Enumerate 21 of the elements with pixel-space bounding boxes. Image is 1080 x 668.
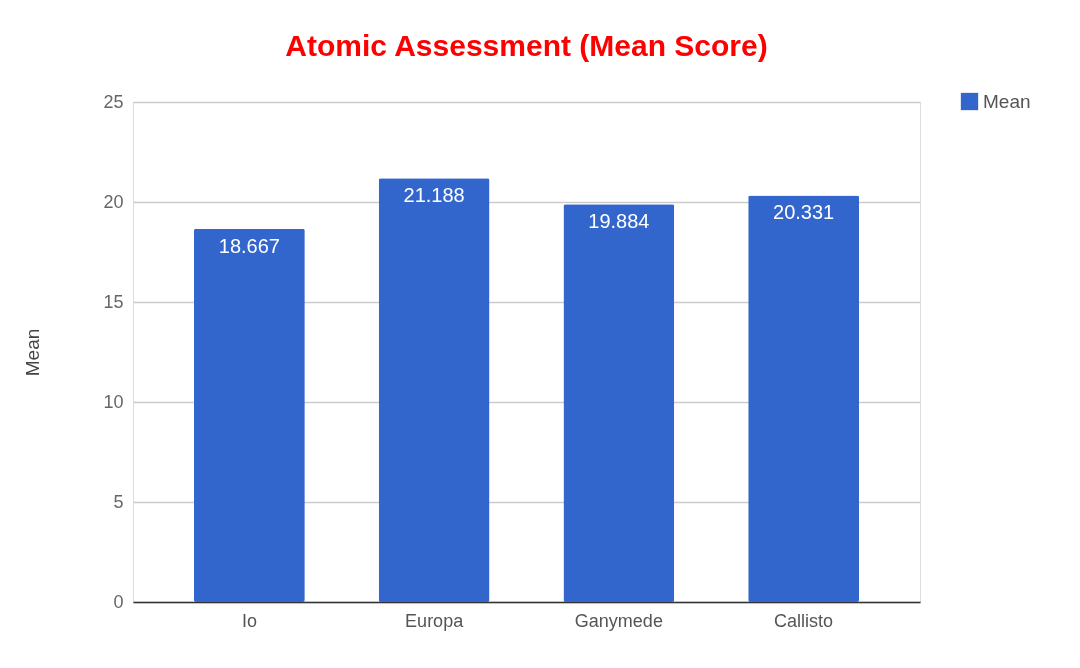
y-tick-label: 15	[103, 291, 124, 312]
y-tick-label: 25	[103, 91, 124, 112]
y-tick-label: 0	[113, 591, 124, 612]
data-label: 21.188	[403, 184, 465, 207]
y-tick-label: 5	[113, 491, 124, 512]
y-axis-title: Mean	[22, 328, 44, 377]
bar	[378, 178, 490, 602]
data-label: 19.884	[588, 210, 650, 233]
x-tick-label: Ganymede	[574, 610, 663, 631]
x-tick-label: Io	[241, 610, 257, 631]
x-tick-label: Europa	[405, 610, 465, 631]
data-label: 20.331	[773, 201, 835, 224]
x-tick-label: Callisto	[774, 610, 834, 631]
data-label: 18.667	[218, 234, 280, 257]
chart-title: Atomic Assessment (Mean Score)	[285, 29, 768, 62]
bar	[748, 195, 860, 602]
bar	[193, 228, 305, 602]
bar	[563, 204, 675, 602]
y-tick-label: 10	[103, 391, 124, 412]
legend-label: Mean	[983, 90, 1031, 112]
y-tick-label: 20	[103, 191, 124, 212]
